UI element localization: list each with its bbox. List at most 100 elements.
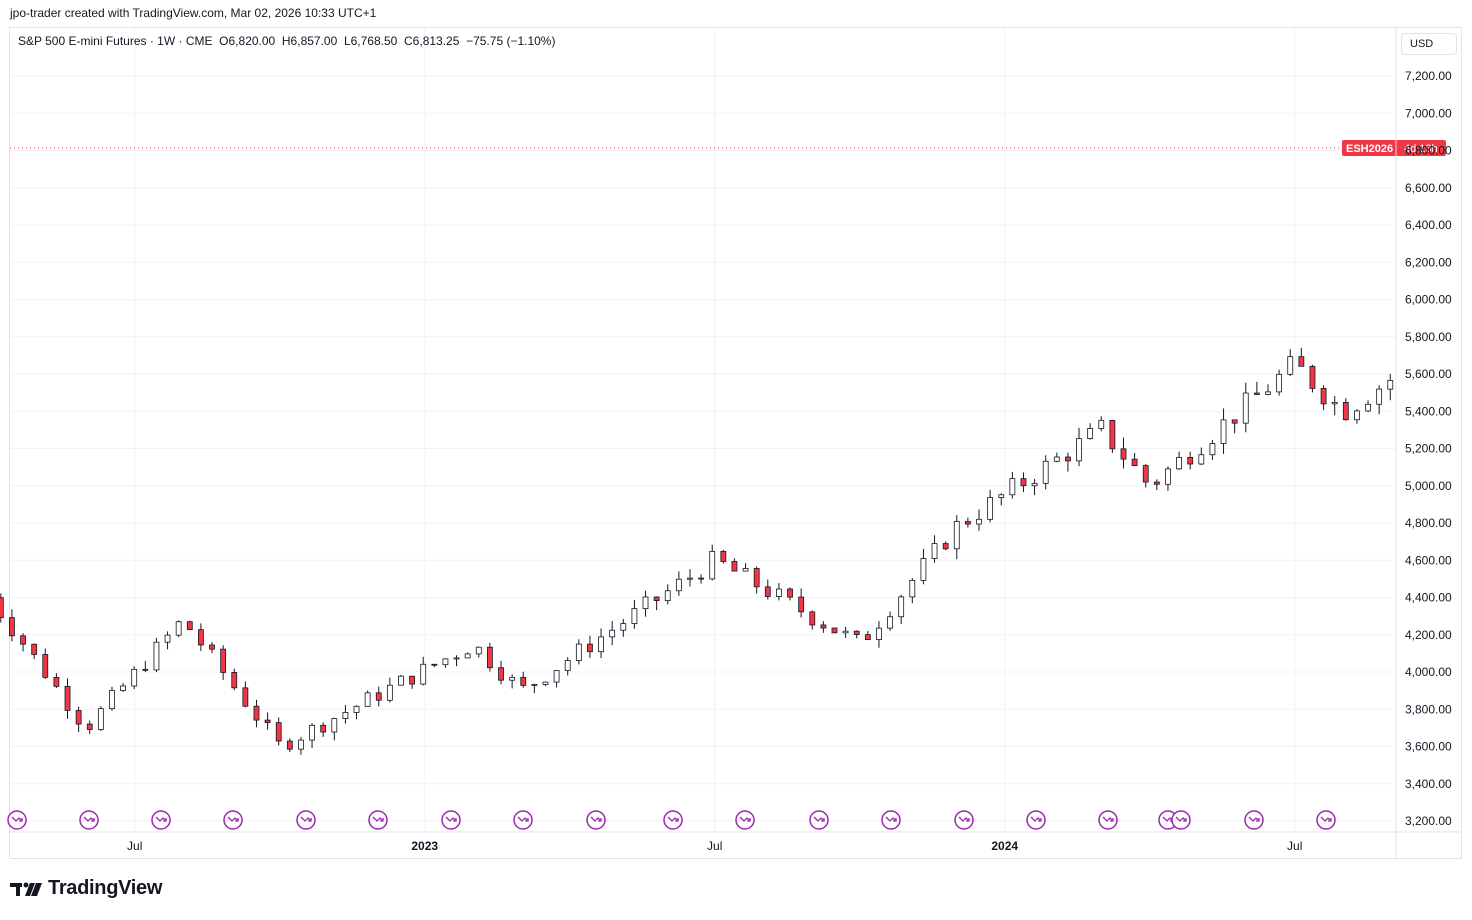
event-marker-icon[interactable] — [79, 810, 99, 830]
candle-up — [1265, 391, 1271, 395]
candle-up — [675, 578, 682, 592]
price-tag-symbol: ESH2026 — [1346, 143, 1393, 155]
price-tag-countdown: 4d 13h — [1404, 143, 1438, 155]
chart-frame — [9, 27, 1462, 859]
event-marker-icon[interactable] — [663, 810, 683, 830]
candle-up — [309, 724, 315, 741]
price-tick-label: 5,000.00 — [1405, 479, 1452, 493]
event-marker-icon[interactable] — [1026, 810, 1046, 830]
candle-down — [242, 687, 249, 707]
candle-up — [1087, 428, 1094, 440]
candle-down — [209, 644, 215, 650]
candle-up — [642, 596, 649, 610]
candle-down — [1253, 392, 1260, 395]
currency-selector[interactable]: USD — [1401, 33, 1457, 55]
price-tick-label: 6,800.00 — [1405, 144, 1452, 158]
candle-up — [976, 518, 982, 525]
price-tick-label: 5,800.00 — [1405, 330, 1452, 344]
price-tick-label: 7,000.00 — [1405, 106, 1452, 120]
price-tick-label: 3,400.00 — [1405, 777, 1452, 791]
price-tick-label: 3,600.00 — [1405, 740, 1452, 754]
candle-down — [220, 648, 227, 673]
candle-up — [609, 629, 616, 638]
candle-up — [1098, 419, 1105, 429]
price-tick-label: 6,200.00 — [1405, 255, 1452, 269]
candle-down — [75, 710, 82, 725]
candle-down — [864, 634, 871, 641]
candle-up — [509, 676, 516, 681]
price-tick-label: 5,600.00 — [1405, 367, 1452, 381]
time-tick-label: 2023 — [411, 839, 438, 853]
candle-up — [998, 494, 1005, 498]
candle-down — [1309, 365, 1316, 389]
tradingview-logo[interactable]: TradingView — [10, 877, 162, 900]
candle-down — [1142, 465, 1149, 483]
event-marker-icon[interactable] — [1244, 810, 1264, 830]
candle-down — [720, 551, 727, 562]
candle-up — [620, 623, 627, 631]
candle-down — [9, 617, 15, 637]
event-marker-icon[interactable] — [1098, 810, 1118, 830]
candle-down — [231, 672, 238, 689]
candle-down — [253, 705, 260, 721]
candle-up — [1387, 380, 1394, 390]
candle-up — [1287, 356, 1294, 375]
candle-up — [931, 543, 938, 559]
event-marker-icon[interactable] — [513, 810, 533, 830]
candle-up — [920, 558, 927, 581]
event-marker-icon[interactable] — [223, 810, 243, 830]
brand-name: TradingView — [48, 877, 163, 899]
event-marker-icon[interactable] — [1316, 810, 1336, 830]
time-axis: Jul2023Jul2024Jul2025Jul2026Jul — [127, 839, 1302, 853]
time-tick-label: 2024 — [991, 839, 1018, 853]
candle-down — [320, 724, 327, 733]
candle-up — [453, 657, 460, 660]
event-marker-icon[interactable] — [151, 810, 171, 830]
candle-up — [1053, 456, 1060, 462]
event-marker-icon[interactable] — [441, 810, 461, 830]
candle-up — [1042, 460, 1049, 484]
price-tick-label: 3,200.00 — [1405, 814, 1452, 828]
event-marker-icon[interactable] — [586, 810, 606, 830]
candle-up — [531, 684, 538, 686]
candle-up — [364, 692, 371, 707]
candle-down — [86, 723, 93, 730]
candle-up — [97, 708, 104, 730]
price-tick-label: 6,400.00 — [1405, 218, 1452, 232]
candle-up — [153, 641, 160, 671]
price-axis: 3,200.00 3,400.00 3,600.00 3,800.00 4,000.00… — [10, 28, 1461, 858]
candle-up — [1198, 454, 1205, 465]
event-marker-icon[interactable] — [954, 810, 974, 830]
candle-down — [964, 521, 971, 525]
event-marker-icon[interactable] — [1171, 810, 1191, 830]
candle-down — [197, 629, 204, 646]
symbol-legend: S&P 500 E-mini Futures · 1W · CME O6,820… — [18, 34, 555, 48]
candle-down — [1020, 478, 1027, 487]
candle-up — [898, 596, 905, 618]
price-tag-bg — [1342, 140, 1446, 157]
candle-down — [787, 588, 793, 598]
time-tick-label: Jul — [1287, 839, 1302, 853]
candle-up — [331, 718, 338, 733]
candle-up — [386, 684, 393, 701]
event-marker-icon[interactable] — [881, 810, 901, 830]
candle-up — [131, 668, 138, 687]
candle-up — [564, 660, 571, 671]
event-marker-icon[interactable] — [809, 810, 829, 830]
event-marker-icon[interactable] — [368, 810, 388, 830]
candle-up — [1331, 401, 1338, 405]
price-tick-label: 6,000.00 — [1405, 293, 1452, 307]
grid — [10, 28, 1396, 832]
legend-change: −75.75 (−1.10%) — [466, 34, 556, 48]
candle-down — [264, 719, 271, 723]
event-marker-icon[interactable] — [296, 810, 316, 830]
event-marker-icon[interactable] — [7, 810, 27, 830]
event-marker-icon[interactable] — [735, 810, 755, 830]
candle-up — [687, 577, 693, 580]
candle-down — [1109, 419, 1116, 450]
price-tick-label: 6,600.00 — [1405, 181, 1452, 195]
candle-down — [831, 627, 838, 634]
candle-down — [698, 577, 705, 580]
candle-down — [31, 643, 38, 655]
